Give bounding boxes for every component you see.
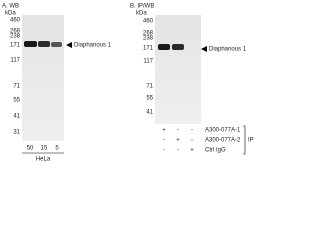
band xyxy=(38,41,50,47)
marker-label: 238 xyxy=(143,36,154,42)
marker-label: 55 xyxy=(13,98,20,104)
marker-label: 171 xyxy=(143,46,154,52)
sign: - xyxy=(177,128,179,134)
marker-label: 117 xyxy=(10,58,20,64)
figure: A. WBkDa46026823817111771554131Diaphanou… xyxy=(2,4,254,163)
sign: - xyxy=(177,148,179,154)
marker-label: 55 xyxy=(146,96,153,102)
target-label: Diaphanous 1 xyxy=(74,43,112,49)
band xyxy=(51,42,62,47)
marker-label: 71 xyxy=(13,84,20,90)
panel-label: B. IP/WB xyxy=(130,4,154,10)
marker-label: 71 xyxy=(146,84,153,90)
marker-label: 171 xyxy=(10,43,21,49)
row-label: A300-077A-1 xyxy=(205,128,241,134)
cell-line: HeLa xyxy=(36,157,51,163)
marker-label: 41 xyxy=(13,114,20,120)
marker-label: 460 xyxy=(10,18,21,24)
sign: + xyxy=(162,128,166,134)
lane-label: 5 xyxy=(55,146,59,152)
marker-label: 238 xyxy=(10,34,21,40)
marker-label: 117 xyxy=(143,59,153,65)
sign: - xyxy=(191,138,193,144)
sign: - xyxy=(163,138,165,144)
marker-label: 268 xyxy=(10,29,21,35)
unit-label: kDa xyxy=(5,11,16,17)
group-label: IP xyxy=(248,138,254,144)
ip-bracket xyxy=(243,125,246,155)
sign: + xyxy=(176,138,180,144)
arrow xyxy=(66,42,72,48)
arrow xyxy=(201,46,207,52)
lane-label: 50 xyxy=(27,146,34,152)
marker-label: 460 xyxy=(143,19,154,25)
blot-b xyxy=(155,15,201,124)
marker-label: 31 xyxy=(13,130,20,136)
marker-label: 268 xyxy=(143,31,154,37)
lane-label: 15 xyxy=(41,146,48,152)
row-label: A300-077A-2 xyxy=(205,138,241,144)
band xyxy=(158,44,170,50)
row-label: Ctrl IgG xyxy=(205,148,226,154)
marker-label: 41 xyxy=(146,110,153,116)
unit-label: kDa xyxy=(136,11,147,17)
target-label: Diaphanous 1 xyxy=(209,47,247,53)
blot-a xyxy=(22,15,64,141)
sign: - xyxy=(191,128,193,134)
band xyxy=(172,44,184,50)
sign: + xyxy=(190,148,194,154)
sign: - xyxy=(163,148,165,154)
band xyxy=(24,41,37,47)
panel-label: A. WB xyxy=(2,4,19,10)
